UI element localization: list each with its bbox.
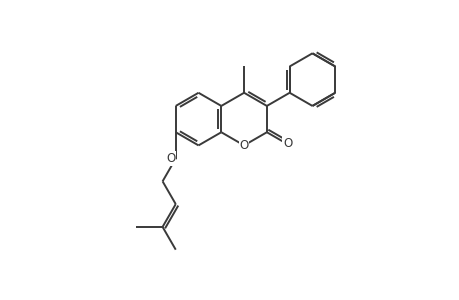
- Text: O: O: [282, 137, 291, 150]
- Text: O: O: [239, 139, 248, 152]
- Text: O: O: [166, 152, 175, 165]
